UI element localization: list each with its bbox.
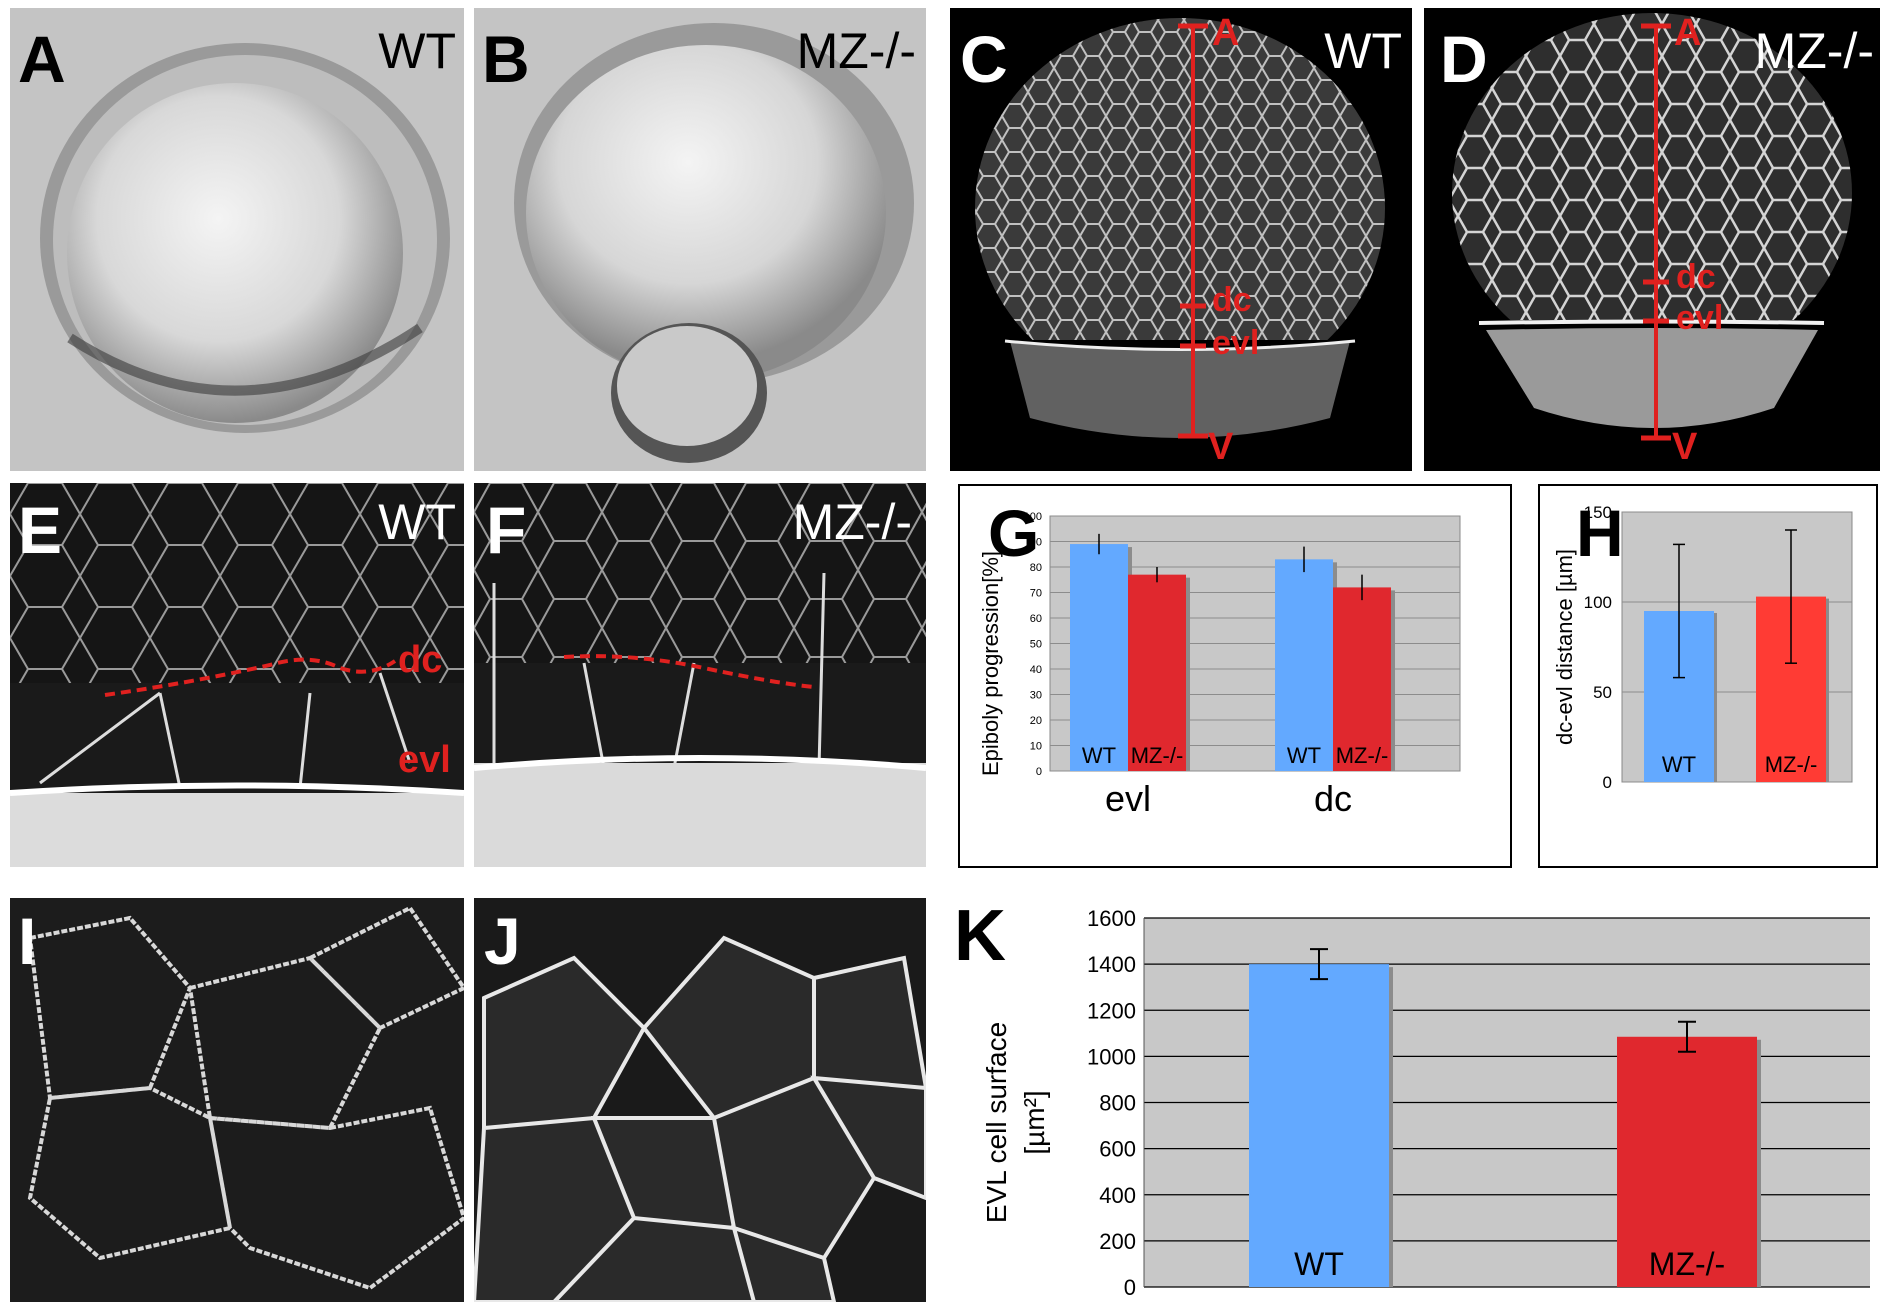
y-tick-label: 20 (1030, 715, 1042, 727)
confocal-embryo-wt (950, 18, 1412, 471)
y-tick-label: 10 (1030, 741, 1042, 753)
panel-f-label: F (486, 493, 527, 567)
panel-j-image: J (474, 898, 926, 1302)
bar-label: MZ-/- (1765, 752, 1818, 777)
panel-h-chart: 0 50 100 150 WT MZ-/- dc-evl distance [µm] H (1538, 484, 1878, 868)
panel-d-image: D MZ-/- A V dc evl (1424, 8, 1880, 471)
y-tick-label: 0 (1603, 773, 1612, 792)
panel-h-label: H (1576, 496, 1624, 570)
panel-d-axis-v: V (1672, 426, 1698, 468)
panel-g-label: G (988, 496, 1040, 570)
bar-label: WT (1287, 743, 1321, 768)
bar (1249, 964, 1389, 1287)
panel-e-image: E WT dc evl (10, 483, 464, 867)
confocal-evl-cells-wt (27, 905, 464, 1291)
panel-i-image: I (10, 898, 464, 1302)
panel-a-genotype: WT (378, 23, 456, 79)
panel-b-label: B (482, 22, 530, 96)
panel-c-axis-a: A (1212, 12, 1240, 54)
y-tick-label: 100 (1584, 593, 1612, 612)
panel-i-label: I (18, 904, 37, 978)
bar-label: WT (1294, 1246, 1344, 1282)
y-tick-label: 1200 (1087, 998, 1136, 1023)
panel-d-dc-mark: dc (1676, 258, 1716, 296)
y-tick-label: 0 (1036, 766, 1042, 778)
panel-c-label: C (960, 22, 1008, 96)
panel-d-genotype: MZ-/- (1754, 23, 1874, 79)
y-axis-title-line2: [µm²] (1019, 1090, 1050, 1154)
y-tick-label: 90 (1030, 537, 1042, 549)
embryo-dic-wt (40, 43, 450, 433)
y-axis-title-line1: EVL cell surface (981, 1022, 1012, 1223)
y-tick-label: 200 (1099, 1229, 1136, 1254)
bar (1617, 1036, 1757, 1287)
panel-j-label: J (484, 904, 521, 978)
panel-d-axis-a: A (1674, 12, 1702, 54)
panel-c-evl-mark: evl (1212, 324, 1260, 362)
panel-b-image: B MZ-/- (474, 8, 926, 471)
y-tick-label: 1400 (1087, 952, 1136, 977)
y-tick-label: 100 (1024, 511, 1042, 523)
bar (1128, 574, 1186, 771)
confocal-margin-wt (10, 483, 464, 867)
chart-g-svg: 0 10 20 30 40 50 60 70 80 90 100 WT MZ-/- evl WT MZ-/- d… (978, 511, 1461, 819)
panel-b-genotype: MZ-/- (796, 23, 916, 79)
y-tick-label: 1000 (1087, 1044, 1136, 1069)
panel-c-axis-v: V (1208, 426, 1234, 468)
bar-label: MZ-/- (1131, 743, 1184, 768)
y-tick-label: 600 (1099, 1137, 1136, 1162)
chart-h-svg: 0 50 100 150 WT MZ-/- dc-evl distance [µm] (1552, 503, 1853, 792)
y-tick-label: 50 (1030, 639, 1042, 651)
bar-label: MZ-/- (1649, 1246, 1725, 1282)
bar-label: MZ-/- (1336, 743, 1389, 768)
bar (1275, 559, 1333, 771)
bar (1333, 587, 1391, 771)
y-tick-label: 1600 (1087, 906, 1136, 931)
y-tick-label: 30 (1030, 690, 1042, 702)
confocal-evl-cells-mz (474, 935, 926, 1302)
x-category-label: dc (1314, 778, 1352, 819)
y-tick-label: 800 (1099, 1091, 1136, 1116)
panel-k-chart: 0 200 400 600 800 1000 1200 1400 1600 WT MZ-/- EVL … (954, 890, 1880, 1302)
panel-c-image: C WT A V dc evl (950, 8, 1412, 471)
panel-a-label: A (18, 22, 66, 96)
y-tick-label: 60 (1030, 613, 1042, 625)
panel-a-image: A WT (10, 8, 464, 471)
panel-d-evl-mark: evl (1676, 299, 1724, 337)
y-tick-label: 150 (1584, 503, 1612, 522)
y-tick-label: 400 (1099, 1183, 1136, 1208)
x-category-label: evl (1105, 778, 1151, 819)
embryo-dic-mz (514, 23, 914, 463)
bar (1070, 544, 1128, 771)
y-axis-title: Epiboly progression[%] (978, 551, 1003, 776)
panel-f-image: F MZ-/- (474, 483, 926, 867)
y-axis-title: dc-evl distance [µm] (1552, 549, 1577, 745)
panel-e-genotype: WT (378, 494, 456, 550)
panel-g-chart: 0 10 20 30 40 50 60 70 80 90 100 WT MZ-/- evl WT MZ-/- d… (958, 484, 1512, 868)
confocal-margin-mz (474, 483, 926, 867)
bar-label: WT (1662, 752, 1696, 777)
panel-d-label: D (1440, 22, 1488, 96)
panel-e-evl-mark: evl (398, 739, 451, 781)
panel-e-dc-mark: dc (398, 639, 443, 681)
chart-k-svg: 0 200 400 600 800 1000 1200 1400 1600 WT MZ-/- EVL … (981, 906, 1870, 1300)
panel-k-label: K (954, 896, 1006, 976)
panel-c-genotype: WT (1324, 23, 1402, 79)
panel-f-genotype: MZ-/- (792, 494, 912, 550)
y-tick-label: 0 (1124, 1275, 1136, 1300)
panel-e-label: E (18, 493, 63, 567)
confocal-embryo-mz (1424, 13, 1880, 471)
y-tick-label: 40 (1030, 664, 1042, 676)
bar-label: WT (1082, 743, 1116, 768)
y-tick-label: 50 (1593, 683, 1612, 702)
y-tick-label: 80 (1030, 562, 1042, 574)
panel-c-dc-mark: dc (1212, 281, 1252, 319)
y-tick-label: 70 (1030, 588, 1042, 600)
